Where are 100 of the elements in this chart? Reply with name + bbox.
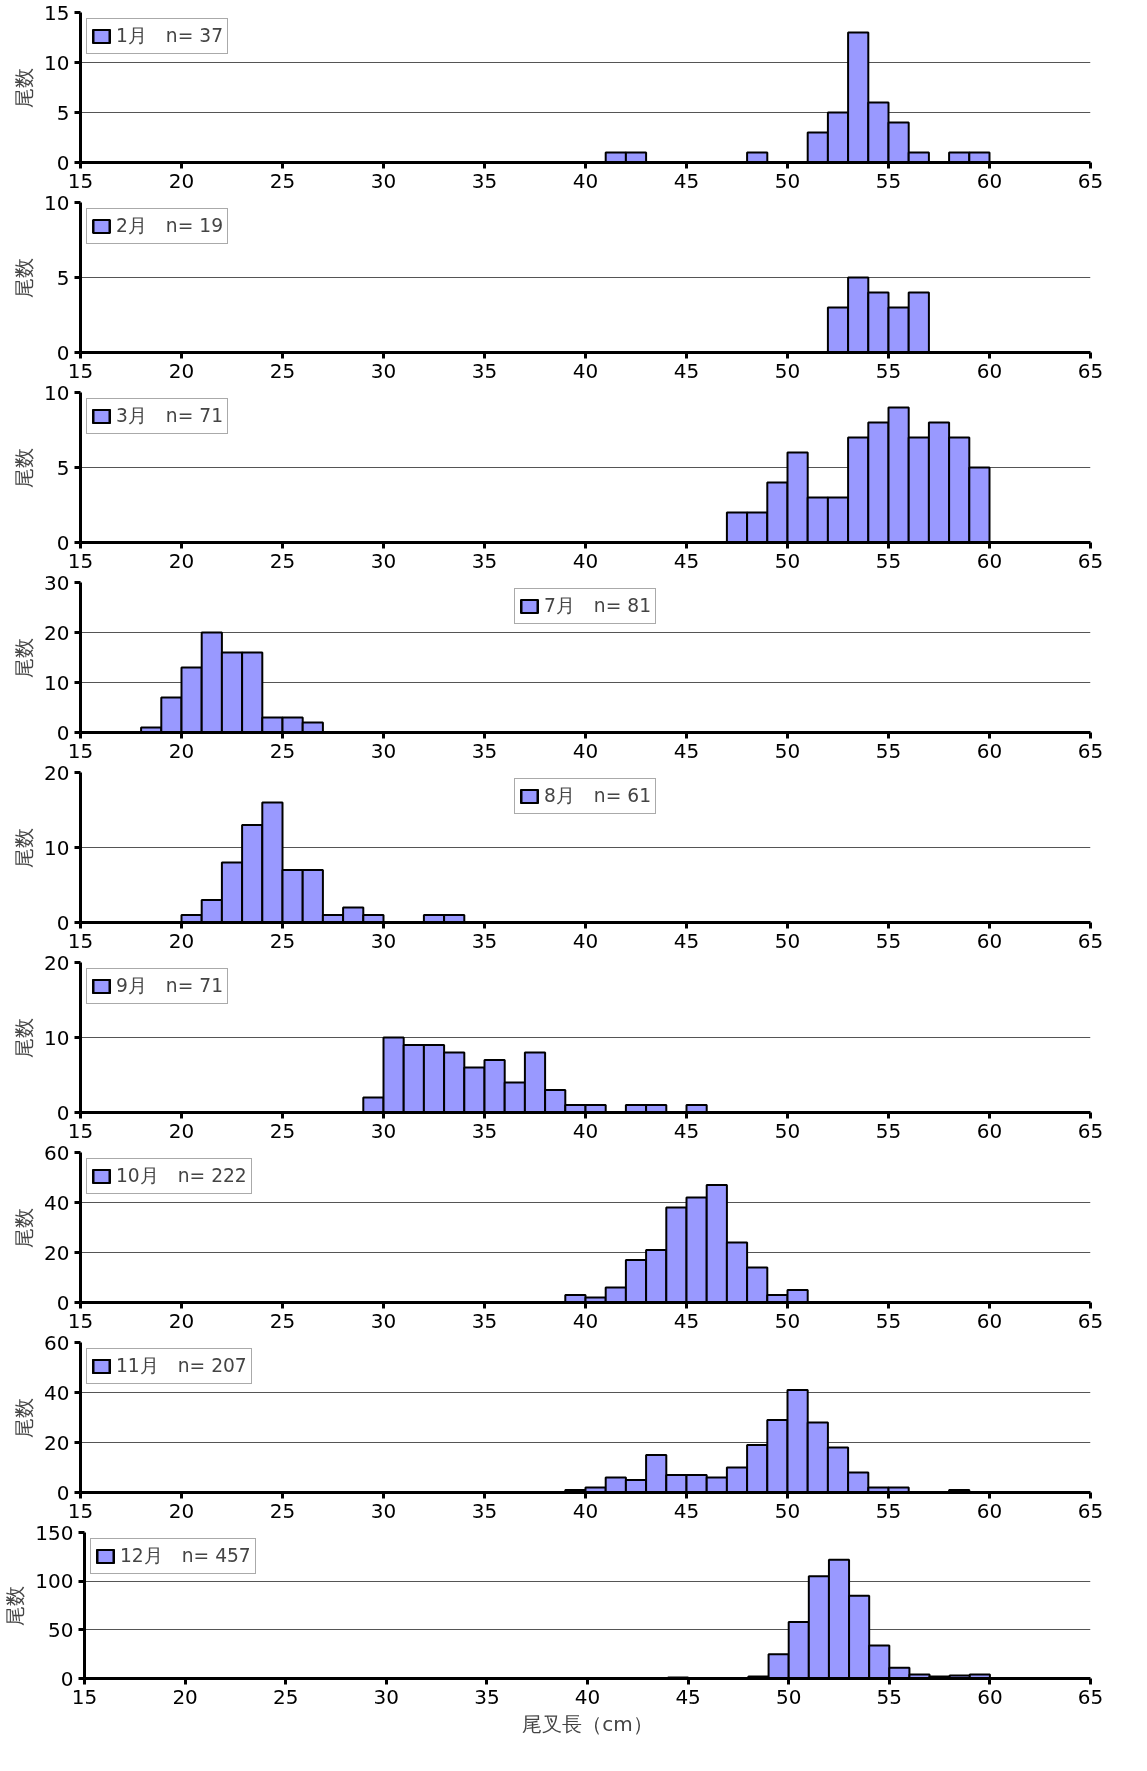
x-tick-label: 45 (673, 358, 700, 383)
y-tick-label: 0 (56, 1480, 70, 1505)
x-tick-label: 35 (471, 738, 498, 763)
y-tick-label: 10 (44, 670, 70, 695)
x-tick-label: 55 (875, 548, 902, 573)
x-tick-label: 30 (370, 1308, 397, 1333)
x-tick-label: 55 (875, 928, 902, 953)
x-tick-label: 60 (976, 1118, 1003, 1143)
x-tick-label: 65 (1077, 738, 1104, 763)
x-tick-label: 25 (269, 548, 296, 573)
x-tick-label: 65 (1077, 1498, 1104, 1523)
y-axis-title: 尾数 (12, 1017, 37, 1058)
y-tick-label: 20 (44, 950, 70, 975)
legend-label: 8月 n= 61 (544, 784, 651, 808)
y-tick-label: 0 (60, 1666, 74, 1691)
x-tick-label: 55 (875, 1308, 902, 1333)
x-tick-label: 60 (976, 928, 1003, 953)
y-tick-label: 40 (44, 1380, 70, 1405)
legend-label: 1月 n= 37 (116, 24, 223, 48)
y-axis-title: 尾数 (12, 257, 37, 298)
x-tick-label: 45 (673, 1308, 700, 1333)
x-tick-label: 25 (269, 1498, 296, 1523)
x-tick-label: 40 (572, 738, 599, 763)
y-tick-label: 20 (44, 620, 70, 645)
y-axis-title: 尾数 (12, 1397, 37, 1438)
x-axis-title: 尾叉長（cm） (522, 1711, 653, 1736)
y-tick-label: 150 (35, 1520, 74, 1545)
x-tick-label: 30 (370, 168, 397, 193)
x-tick-label: 40 (572, 548, 599, 573)
legend-label: 9月 n= 71 (116, 974, 223, 998)
legend-label: 12月 n= 457 (120, 1544, 251, 1568)
x-tick-label: 20 (168, 1118, 195, 1143)
x-tick-label: 60 (976, 1498, 1003, 1523)
x-tick-label: 55 (876, 1684, 903, 1709)
x-tick-label: 50 (774, 168, 801, 193)
legend-label: 10月 n= 222 (116, 1164, 247, 1188)
x-tick-label: 65 (1077, 1308, 1104, 1333)
y-axis-title: 尾数 (12, 447, 37, 488)
x-tick-label: 20 (168, 168, 195, 193)
x-tick-label: 20 (168, 358, 195, 383)
y-axis-title: 尾数 (3, 1585, 28, 1626)
y-tick-label: 0 (56, 1100, 70, 1125)
y-tick-label: 0 (56, 150, 70, 175)
y-tick-label: 10 (44, 380, 70, 405)
y-tick-label: 0 (56, 720, 70, 745)
x-tick-label: 50 (774, 548, 801, 573)
x-tick-label: 20 (168, 1498, 195, 1523)
x-tick-label: 45 (673, 738, 700, 763)
x-tick-label: 40 (572, 1498, 599, 1523)
x-tick-label: 20 (168, 738, 195, 763)
y-tick-label: 30 (44, 570, 70, 595)
y-axis-title: 尾数 (12, 67, 37, 108)
x-tick-label: 35 (471, 168, 498, 193)
y-tick-label: 0 (56, 530, 70, 555)
x-tick-label: 35 (471, 928, 498, 953)
y-tick-label: 40 (44, 1190, 70, 1215)
x-tick-label: 65 (1077, 1118, 1104, 1143)
x-tick-label: 55 (875, 1498, 902, 1523)
legend-label: 2月 n= 19 (116, 214, 223, 238)
x-tick-label: 65 (1077, 1684, 1104, 1709)
y-tick-label: 10 (44, 50, 70, 75)
x-tick-label: 30 (370, 738, 397, 763)
y-tick-label: 10 (44, 190, 70, 215)
x-tick-label: 45 (675, 1684, 701, 1709)
x-tick-label: 40 (572, 1118, 599, 1143)
y-tick-label: 5 (56, 455, 70, 480)
x-tick-label: 60 (976, 358, 1003, 383)
x-tick-label: 30 (370, 1498, 397, 1523)
legend-label: 11月 n= 207 (116, 1354, 247, 1378)
x-tick-label: 40 (572, 358, 599, 383)
x-tick-label: 30 (370, 928, 397, 953)
x-tick-label: 65 (1077, 358, 1104, 383)
x-tick-label: 50 (774, 738, 801, 763)
x-tick-label: 25 (269, 168, 296, 193)
y-tick-label: 10 (44, 1025, 70, 1050)
x-tick-label: 65 (1077, 548, 1104, 573)
x-tick-label: 35 (471, 548, 498, 573)
y-tick-label: 5 (56, 265, 70, 290)
x-tick-label: 65 (1077, 928, 1104, 953)
y-tick-label: 0 (56, 1290, 70, 1315)
x-tick-label: 25 (269, 358, 296, 383)
x-tick-label: 25 (272, 1684, 299, 1709)
x-tick-label: 60 (976, 738, 1003, 763)
y-axis-title: 尾数 (12, 827, 37, 868)
y-tick-label: 0 (56, 340, 70, 365)
y-tick-label: 20 (44, 1240, 70, 1265)
x-tick-label: 20 (168, 548, 195, 573)
x-tick-label: 45 (673, 1498, 700, 1523)
legend-label: 3月 n= 71 (116, 404, 223, 428)
x-tick-label: 20 (168, 1308, 195, 1333)
x-tick-label: 50 (774, 1308, 801, 1333)
x-tick-label: 30 (373, 1684, 400, 1709)
x-tick-label: 20 (168, 928, 195, 953)
y-tick-label: 0 (56, 910, 70, 935)
y-tick-label: 10 (44, 835, 70, 860)
y-tick-label: 5 (56, 100, 70, 125)
x-tick-label: 50 (774, 928, 801, 953)
x-tick-label: 35 (471, 1498, 498, 1523)
x-tick-label: 60 (976, 1308, 1003, 1333)
x-tick-label: 40 (574, 1684, 601, 1709)
